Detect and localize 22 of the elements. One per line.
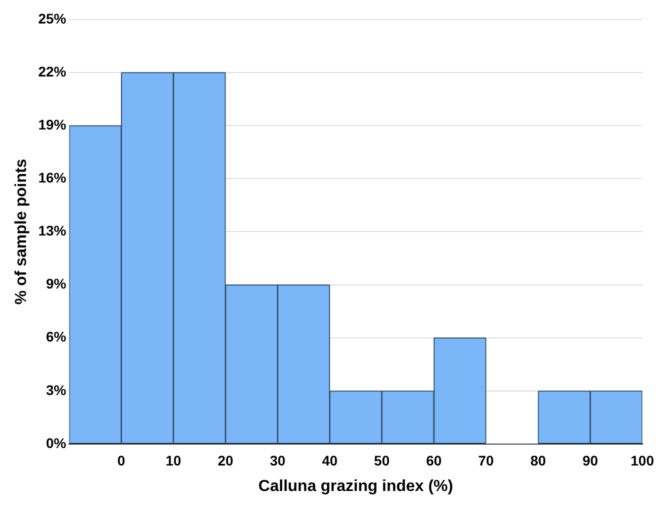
y-tick-label: 22% bbox=[38, 63, 67, 80]
y-tick-label: 13% bbox=[38, 222, 67, 239]
x-tick-label: 60 bbox=[426, 452, 442, 468]
y-axis-title: % of sample points bbox=[13, 158, 30, 305]
y-tick-label: 3% bbox=[46, 382, 67, 398]
x-tick-label: 10 bbox=[166, 452, 182, 468]
x-tick-label: 40 bbox=[322, 452, 338, 468]
x-tick-label: 20 bbox=[218, 452, 234, 468]
x-tick-label: 80 bbox=[530, 452, 546, 468]
x-tick-label: 50 bbox=[374, 452, 390, 468]
y-tick-label: 19% bbox=[38, 116, 67, 132]
y-tick-label: 25% bbox=[38, 10, 67, 26]
x-tick-label: 90 bbox=[582, 452, 598, 468]
x-axis-title: Calluna grazing index (%) bbox=[258, 478, 454, 495]
y-tick-label: 16% bbox=[38, 169, 67, 186]
x-tick-label: 100 bbox=[630, 452, 654, 468]
y-tick-label: 6% bbox=[46, 328, 67, 345]
x-tick-label: 30 bbox=[270, 452, 286, 468]
x-tick-label: 70 bbox=[478, 452, 494, 468]
x-tick-label: 0 bbox=[117, 452, 126, 468]
y-tick-label: 0% bbox=[46, 434, 67, 451]
y-tick-label: 9% bbox=[46, 276, 67, 292]
